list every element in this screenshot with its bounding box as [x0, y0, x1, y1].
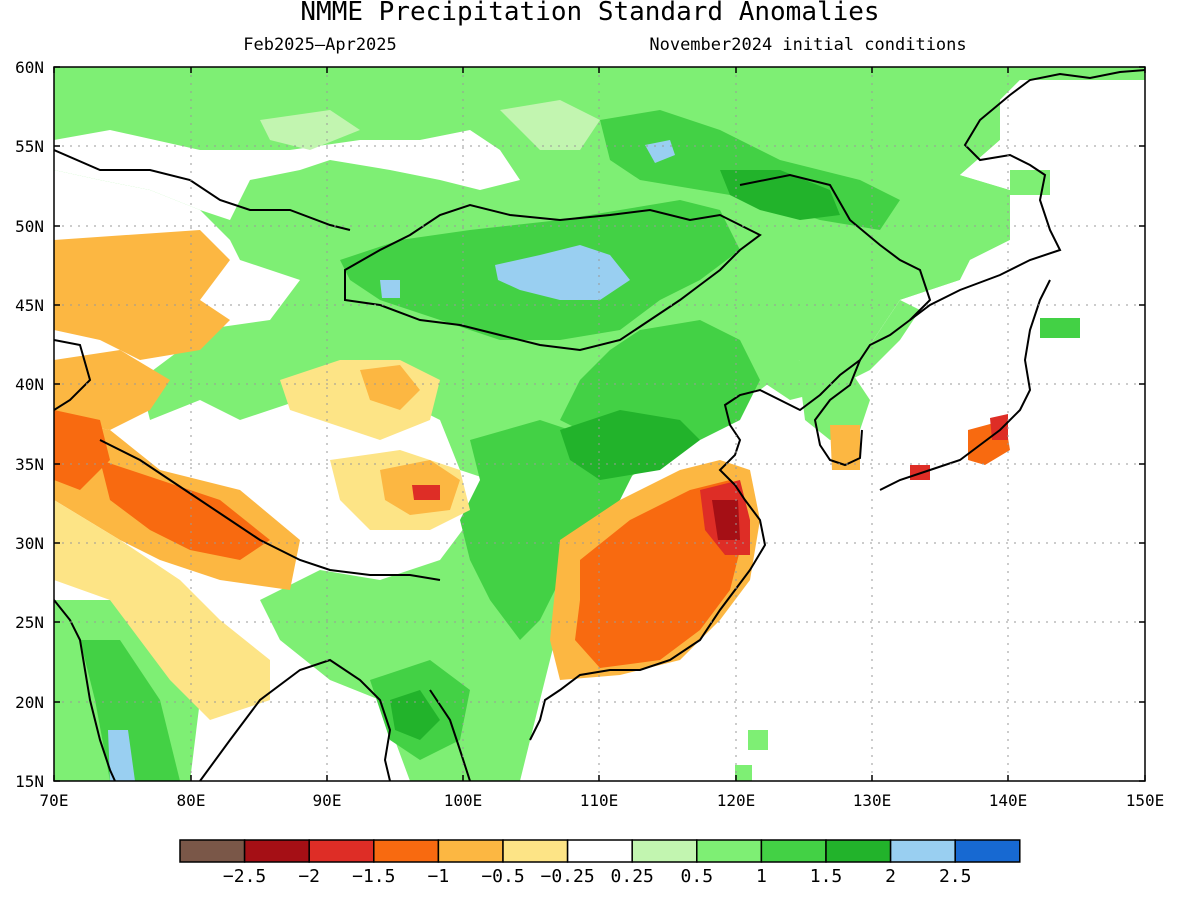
- lat-label: 60N: [15, 58, 44, 77]
- longitude-axis: 70E 80E 90E 100E 110E 120E 130E 140E 150…: [40, 791, 1165, 810]
- lon-label: 70E: [40, 791, 69, 810]
- lon-label: 80E: [177, 791, 206, 810]
- colorbar-label: 2: [885, 866, 896, 887]
- anomaly-taiwan-green: [748, 730, 768, 750]
- border-russia-china: [739, 173, 932, 321]
- anomaly-west-orange: [54, 230, 230, 360]
- anomaly-yellow-plateau: [54, 500, 270, 720]
- anomaly-light-green-north-patch: [500, 100, 600, 150]
- lat-label: 15N: [15, 772, 44, 791]
- latitude-axis: 60N 55N 50N 45N 40N 35N 30N 25N 20N 15N: [15, 58, 44, 791]
- map-subtitle-period: Feb2025–Apr2025: [243, 35, 397, 55]
- map-title: NMME Precipitation Standard Anomalies: [300, 0, 879, 27]
- coastline-japan: [879, 279, 1051, 491]
- lat-label: 20N: [15, 693, 44, 712]
- colorbar-label: −2: [298, 866, 320, 887]
- lat-label: 50N: [15, 217, 44, 236]
- colorbar-swatch: [696, 839, 763, 863]
- coastline-east-asia: [529, 69, 1145, 741]
- colorbar-swatch: [502, 839, 569, 863]
- colorbar-labels: −2.5 −2 −1.5 −1 −0.5 −0.25 0.25 0.5 1 1.5 2 2.5: [223, 866, 972, 887]
- lon-label: 140E: [989, 791, 1028, 810]
- colorbar-label: −2.5: [223, 866, 266, 887]
- anomaly-himalaya-dark-orange: [100, 460, 270, 560]
- anomaly-central-china-dark-green: [560, 410, 700, 480]
- coastline-korea: [813, 359, 863, 467]
- colorbar-swatch: [437, 839, 504, 863]
- anomaly-west-orange-2: [54, 350, 170, 430]
- colorbar-label: −1.5: [352, 866, 395, 887]
- lat-label: 35N: [15, 455, 44, 474]
- lon-label: 120E: [717, 791, 756, 810]
- lat-label: 45N: [15, 296, 44, 315]
- map-subtitle-init: November2024 initial conditions: [649, 35, 966, 55]
- anomaly-pamir-dark-orange: [54, 410, 110, 490]
- anomaly-sakhalin-green: [1010, 170, 1050, 195]
- colorbar-label: 1.5: [810, 866, 843, 887]
- colorbar-label: 0.25: [611, 866, 654, 887]
- lon-label: 130E: [853, 791, 892, 810]
- anomaly-northwest-white: [54, 130, 520, 220]
- coastline-bay-of-bengal: [199, 658, 392, 781]
- anomaly-blue-small-2: [380, 280, 400, 298]
- lat-label: 55N: [15, 137, 44, 156]
- colorbar-swatch: [825, 839, 892, 863]
- colorbar-label: −0.25: [541, 866, 595, 887]
- anomaly-tibet-red: [412, 485, 440, 500]
- lat-label: 40N: [15, 375, 44, 394]
- colorbar-label: 1: [756, 866, 767, 887]
- colorbar-swatch: [179, 839, 246, 863]
- anomaly-indochina-dark-green: [390, 690, 440, 740]
- anomaly-india-green-2: [80, 640, 180, 781]
- colorbar-swatch: [889, 839, 956, 863]
- coastline-india: [54, 599, 116, 781]
- anomaly-field: [54, 67, 1145, 781]
- colorbar-swatch: [308, 839, 375, 863]
- colorbar-swatch: [760, 839, 827, 863]
- anomaly-philippine-green: [735, 765, 752, 781]
- anomaly-light-green-patch-2: [260, 110, 360, 150]
- colorbar-label: 2.5: [939, 866, 972, 887]
- colorbar-label: −1: [428, 866, 450, 887]
- lon-label: 100E: [444, 791, 483, 810]
- anomaly-korea-orange-2: [830, 425, 860, 470]
- border-central-asia: [54, 149, 351, 231]
- colorbar-swatch: [631, 839, 698, 863]
- anomaly-central-orange: [360, 365, 420, 410]
- border-mongolia: [344, 203, 762, 352]
- coastlines: [54, 69, 1145, 781]
- anomaly-south-china-orange: [575, 480, 745, 668]
- colorbar: [179, 839, 1021, 863]
- anomaly-india-blue: [108, 730, 135, 781]
- lon-label: 90E: [313, 791, 342, 810]
- anomaly-east-china-dark-red: [712, 500, 740, 540]
- colorbar-swatch: [243, 839, 310, 863]
- lon-label: 150E: [1126, 791, 1165, 810]
- gridlines: [54, 67, 1145, 781]
- anomaly-hokkaido-green-2: [1040, 318, 1080, 338]
- colorbar-swatch: [954, 839, 1021, 863]
- lon-label: 110E: [580, 791, 619, 810]
- colorbar-swatch: [566, 839, 633, 863]
- anomaly-blue-small: [645, 140, 675, 163]
- border-himalaya: [99, 439, 441, 581]
- coastline-indochina: [429, 689, 471, 781]
- colorbar-swatch: [373, 839, 440, 863]
- lat-label: 30N: [15, 534, 44, 553]
- anomaly-lake-blue: [495, 245, 630, 300]
- axis-ticks: [53, 66, 1146, 782]
- anomaly-manchuria-light: [760, 300, 920, 400]
- colorbar-label: 0.5: [681, 866, 714, 887]
- lat-label: 25N: [15, 613, 44, 632]
- colorbar-label: −0.5: [481, 866, 524, 887]
- coastline-caspian: [54, 339, 92, 411]
